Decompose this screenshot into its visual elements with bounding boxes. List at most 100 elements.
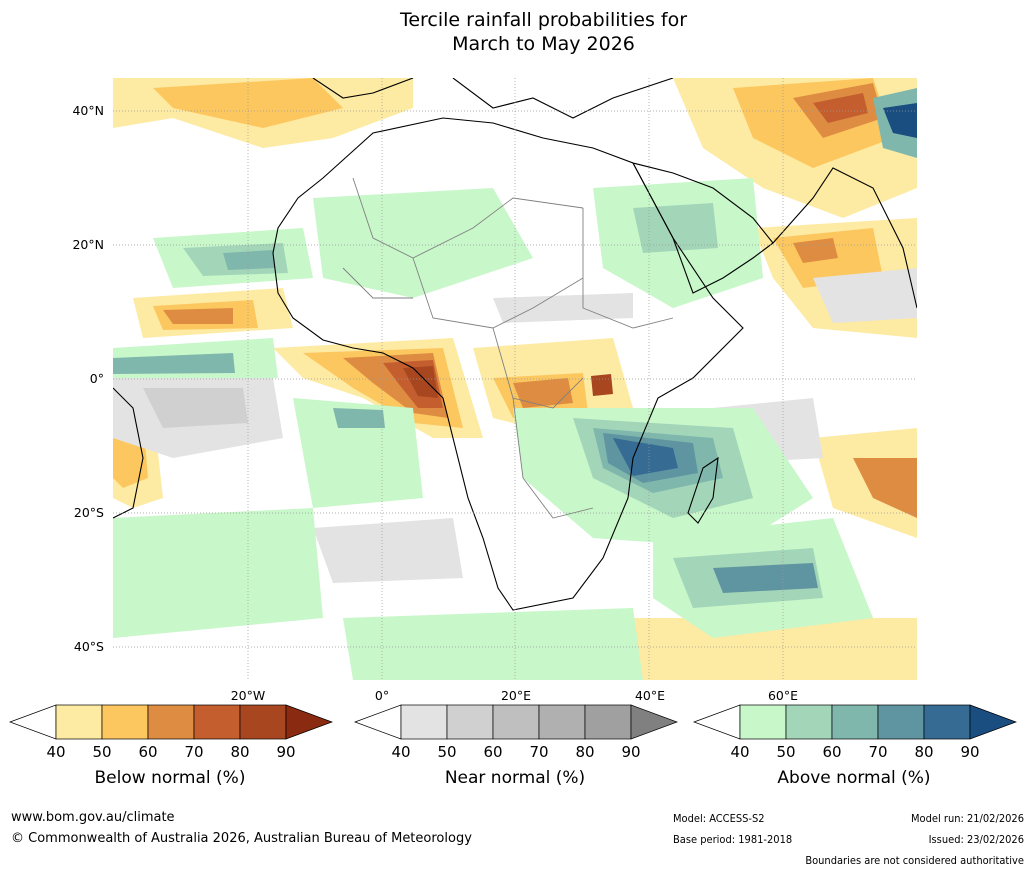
model-name: Model: ACCESS-S2 [673, 812, 765, 825]
colorbar-near-bin [446, 704, 494, 740]
lat-label-40s: 40°S [73, 639, 104, 654]
lon-label-20e: 20°E [500, 688, 532, 703]
lat-label-20n: 20°N [72, 237, 104, 252]
madagascar-coastline [687, 456, 719, 524]
arabia-coastline [631, 162, 774, 294]
tick-label: 40 [391, 743, 411, 761]
tick-label: 90 [276, 743, 296, 761]
below-patch [613, 618, 917, 680]
colorbar-near [353, 704, 679, 740]
base-period: Base period: 1981-2018 [673, 833, 793, 846]
lon-label-0: 0° [374, 688, 390, 703]
lon-label-40e: 40°E [634, 688, 666, 703]
colorbar-above-bin [785, 704, 833, 740]
border-line [342, 267, 413, 299]
south-america-coastline [113, 387, 144, 519]
above-patch [113, 508, 323, 638]
tick-label: 70 [868, 743, 888, 761]
colorbar-near-title: Near normal (%) [444, 768, 586, 788]
colorbar-near-upper-extend [630, 704, 679, 740]
above-patch [293, 398, 423, 508]
border-line [492, 327, 584, 409]
tick-label: 60 [483, 743, 503, 761]
border-line [582, 208, 674, 329]
map-canvas [113, 78, 917, 680]
colorbar-below-bin [239, 704, 287, 740]
colorbar-below-bin [101, 704, 149, 740]
title-line-1: Tercile rainfall probabilities for [399, 9, 688, 31]
tick-label: 80 [914, 743, 934, 761]
tick-label: 60 [138, 743, 158, 761]
colorbar-above-upper-extend [969, 704, 1018, 740]
below-patch [813, 93, 868, 123]
colorbar-below-bin [55, 704, 103, 740]
above-patch [333, 408, 385, 428]
tick-label: 70 [184, 743, 204, 761]
tick-label: 90 [621, 743, 641, 761]
lat-label-20s: 20°S [73, 505, 104, 520]
lat-label-0: 0° [89, 371, 104, 386]
tick-label: 40 [730, 743, 750, 761]
colorbar-below-upper-extend [285, 704, 334, 740]
colorbar-above-lower-extend [692, 704, 741, 740]
below-patch [853, 458, 917, 518]
above-patch [633, 203, 718, 253]
below-patch [513, 378, 573, 408]
below-patch [793, 238, 838, 263]
below-patch [403, 366, 438, 398]
colorbar-below-lower-extend [8, 704, 57, 740]
tick-label: 90 [960, 743, 980, 761]
tick-label: 80 [575, 743, 595, 761]
tick-label: 50 [437, 743, 457, 761]
colorbar-near-bin [584, 704, 632, 740]
above-patch [313, 188, 533, 298]
country-borders [342, 177, 674, 519]
near-patch [493, 293, 633, 323]
website-link[interactable]: www.bom.gov.au/climate [11, 810, 175, 825]
europe-coastline [452, 78, 674, 119]
issued-date: Issued: 23/02/2026 [928, 833, 1024, 846]
colorbar-near-bin [492, 704, 540, 740]
tick-label: 50 [776, 743, 796, 761]
colorbar-above-bin [877, 704, 925, 740]
above-patch [113, 353, 235, 374]
africa-coastline [272, 117, 744, 611]
tick-label: 50 [92, 743, 112, 761]
colorbar-below-title: Below normal (%) [94, 768, 246, 788]
colorbar-below-bin [147, 704, 195, 740]
colorbar-above-bin [739, 704, 787, 740]
copyright-text: © Commonwealth of Australia 2026, Austra… [11, 831, 472, 846]
coastlines [113, 78, 917, 611]
iberia-coastline [312, 78, 414, 99]
colorbar-below [8, 704, 334, 740]
boundary-disclaimer: Boundaries are not considered authoritat… [805, 854, 1024, 867]
tick-label: 70 [529, 743, 549, 761]
above-patch [223, 250, 275, 270]
above-patch [883, 103, 917, 138]
colorbar-near-bin [538, 704, 586, 740]
tick-label: 60 [822, 743, 842, 761]
border-line [352, 177, 584, 259]
lon-label-60e: 60°E [767, 688, 799, 703]
colorbar-above-bin [831, 704, 879, 740]
below-patch [813, 428, 917, 538]
below-patch [163, 308, 233, 324]
colorbar-above [692, 704, 1018, 740]
asia-coastline [772, 167, 917, 309]
near-patch [313, 518, 463, 583]
tick-label: 80 [230, 743, 250, 761]
colorbar-above-bin [923, 704, 971, 740]
near-patch [143, 388, 248, 428]
above-normal-areas [113, 88, 917, 680]
model-run-date: Model run: 21/02/2026 [911, 812, 1024, 825]
title-line-2: March to May 2026 [452, 33, 635, 55]
map-title: Tercile rainfall probabilities for March… [0, 8, 1035, 56]
above-patch [613, 438, 678, 476]
above-patch [713, 563, 818, 593]
graticule [113, 78, 917, 680]
below-patch [591, 374, 613, 396]
colorbar-near-bin [400, 704, 448, 740]
lon-label-20w: 20°W [230, 688, 266, 703]
above-patch [343, 608, 643, 680]
lat-label-40n: 40°N [72, 103, 104, 118]
